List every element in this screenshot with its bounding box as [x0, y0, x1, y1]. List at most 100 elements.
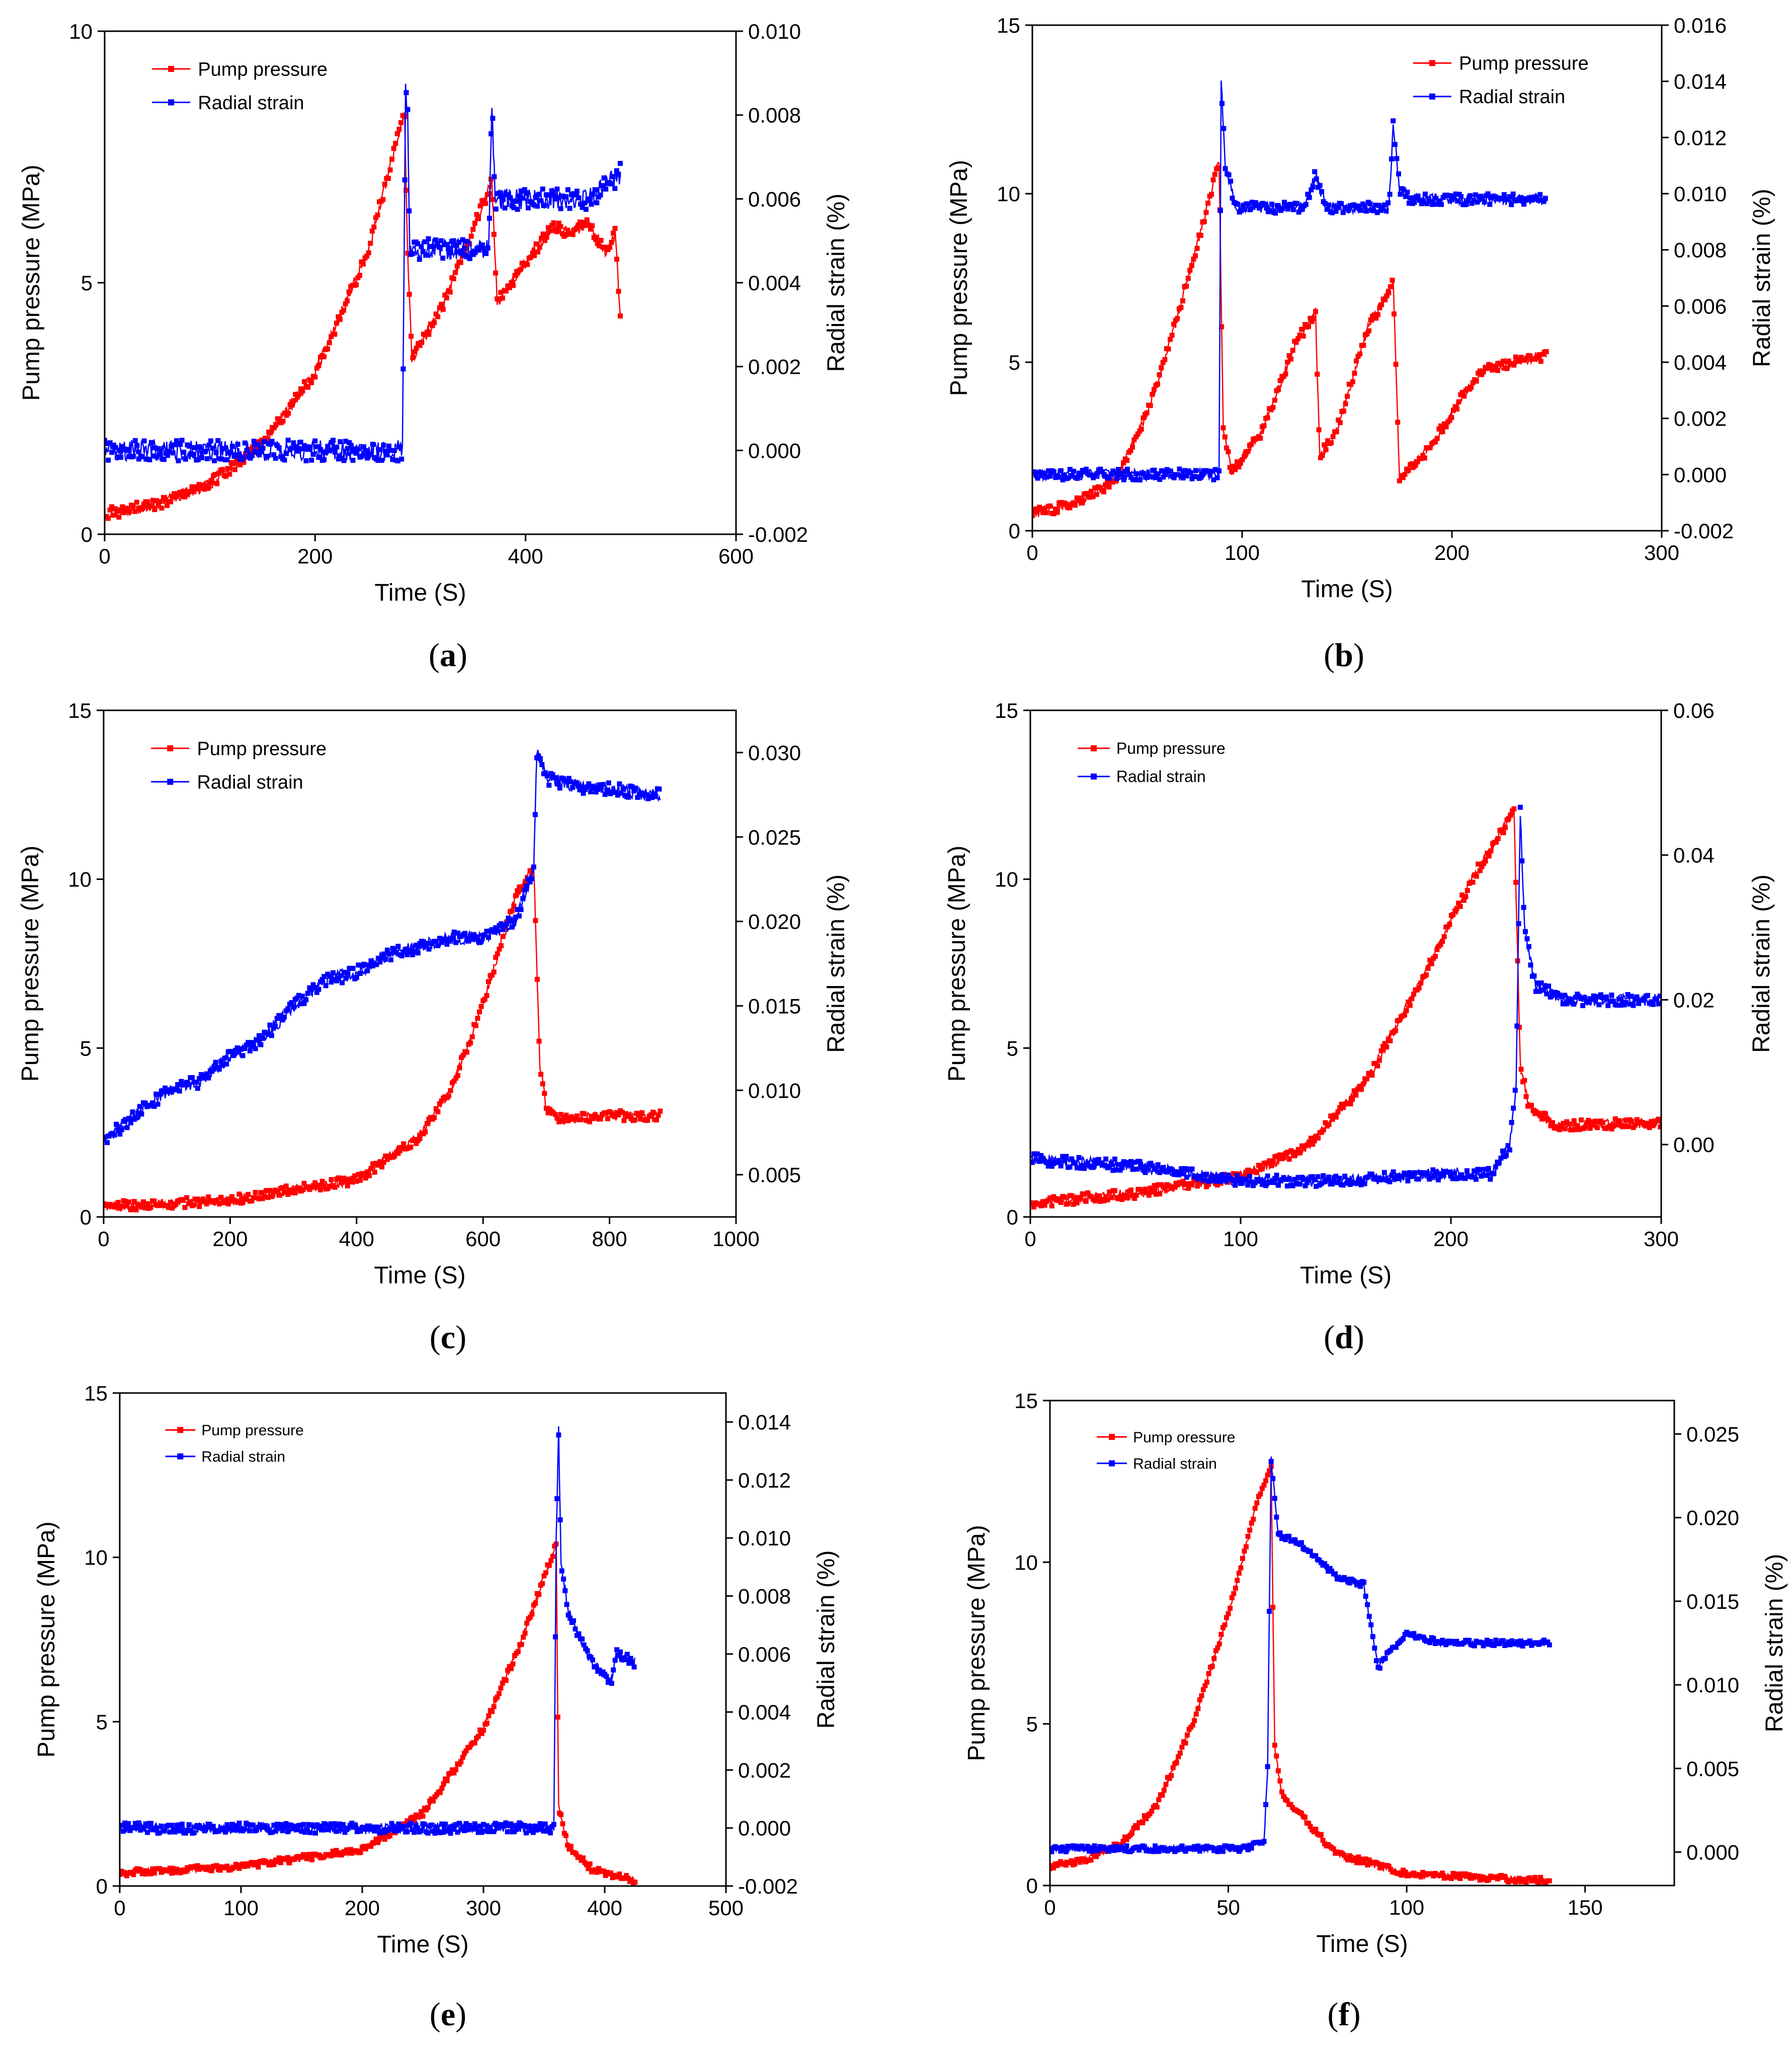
data-point	[267, 1188, 273, 1193]
data-point	[537, 756, 543, 761]
data-point	[1345, 393, 1350, 399]
data-point	[1045, 1163, 1051, 1169]
data-point	[429, 1822, 434, 1828]
y-right-tick-label: 0.015	[748, 994, 801, 1018]
data-point	[1461, 393, 1467, 399]
data-point	[1154, 475, 1159, 480]
data-point	[273, 455, 278, 461]
data-point	[134, 1825, 140, 1831]
data-point	[398, 120, 403, 125]
data-point	[469, 935, 475, 940]
data-point	[1616, 1118, 1621, 1123]
data-point	[1300, 334, 1306, 339]
data-point	[1238, 1565, 1244, 1571]
data-point	[601, 782, 606, 787]
y-left-tick-label: 15	[1014, 1389, 1038, 1413]
data-point	[134, 443, 140, 448]
data-point	[150, 498, 155, 503]
data-point	[1457, 1876, 1463, 1881]
data-point	[1433, 439, 1438, 445]
data-point	[205, 1864, 211, 1870]
data-point	[624, 1652, 630, 1657]
data-point	[1092, 1843, 1097, 1849]
data-point	[310, 1183, 316, 1188]
data-point	[520, 195, 526, 201]
data-point	[1541, 199, 1546, 204]
data-point	[1216, 1173, 1222, 1179]
data-point	[1301, 1177, 1306, 1182]
data-point	[1126, 471, 1132, 477]
data-point	[503, 288, 509, 294]
data-point	[539, 235, 544, 241]
data-point	[597, 243, 602, 249]
data-point	[522, 1823, 527, 1828]
data-point	[1162, 1185, 1168, 1190]
data-point	[232, 467, 237, 472]
data-point	[1216, 1641, 1222, 1647]
y-left-tick-label: 5	[96, 1710, 108, 1734]
data-point	[173, 1087, 179, 1093]
data-point	[257, 452, 262, 457]
data-point	[1589, 1119, 1595, 1124]
y-right-tick-label: 0.010	[738, 1526, 791, 1550]
data-point	[1434, 947, 1440, 952]
data-point	[1284, 1798, 1290, 1804]
data-point	[1260, 1166, 1265, 1171]
data-point	[463, 238, 469, 244]
data-point	[1364, 208, 1369, 214]
data-point	[1212, 172, 1217, 177]
data-point	[1527, 353, 1533, 359]
data-point	[267, 1022, 273, 1028]
data-point	[635, 795, 640, 800]
data-point	[576, 1631, 582, 1636]
data-point	[1128, 448, 1133, 453]
data-point	[1464, 1168, 1470, 1174]
data-point	[1308, 1135, 1314, 1141]
data-point	[1144, 410, 1150, 416]
data-point	[1536, 352, 1542, 358]
data-point	[1406, 999, 1411, 1005]
data-point	[505, 1668, 511, 1673]
data-point	[388, 448, 393, 453]
data-point	[1056, 474, 1062, 480]
x-tick-label: 200	[1433, 1227, 1469, 1251]
data-point	[1141, 1189, 1147, 1195]
data-point	[454, 263, 460, 269]
data-point	[123, 1117, 128, 1122]
data-point	[218, 1058, 224, 1064]
data-point	[1205, 469, 1211, 474]
data-point	[1439, 202, 1444, 207]
data-point	[1454, 1639, 1459, 1644]
data-point	[1078, 1859, 1083, 1865]
data-point	[543, 770, 548, 776]
data-point	[206, 1194, 211, 1200]
data-point	[1618, 1003, 1623, 1008]
data-point	[104, 1134, 108, 1139]
data-point	[1323, 1120, 1328, 1125]
data-point	[1267, 208, 1273, 214]
data-point	[490, 1709, 495, 1714]
data-point	[460, 1825, 465, 1830]
data-point	[1292, 1153, 1297, 1159]
data-point	[167, 1829, 173, 1835]
data-point	[1277, 1778, 1283, 1784]
data-point	[1096, 1157, 1101, 1162]
data-point	[565, 1612, 571, 1618]
data-point	[435, 943, 441, 948]
data-point	[433, 939, 439, 944]
x-tick-label: 100	[1389, 1896, 1424, 1919]
plot-frame	[1031, 24, 1663, 532]
data-point	[561, 1576, 566, 1582]
data-point	[1330, 1117, 1335, 1122]
legend-marker	[177, 1453, 184, 1459]
data-point	[168, 1199, 173, 1205]
data-point	[1312, 1177, 1317, 1182]
data-point	[1434, 1169, 1439, 1175]
data-point	[1654, 997, 1659, 1002]
data-point	[1308, 1824, 1313, 1829]
data-point	[225, 1201, 231, 1207]
data-point	[1501, 830, 1506, 836]
data-point	[1083, 466, 1089, 472]
data-point	[321, 354, 327, 360]
series-pump-pressure-b	[1032, 161, 1549, 518]
